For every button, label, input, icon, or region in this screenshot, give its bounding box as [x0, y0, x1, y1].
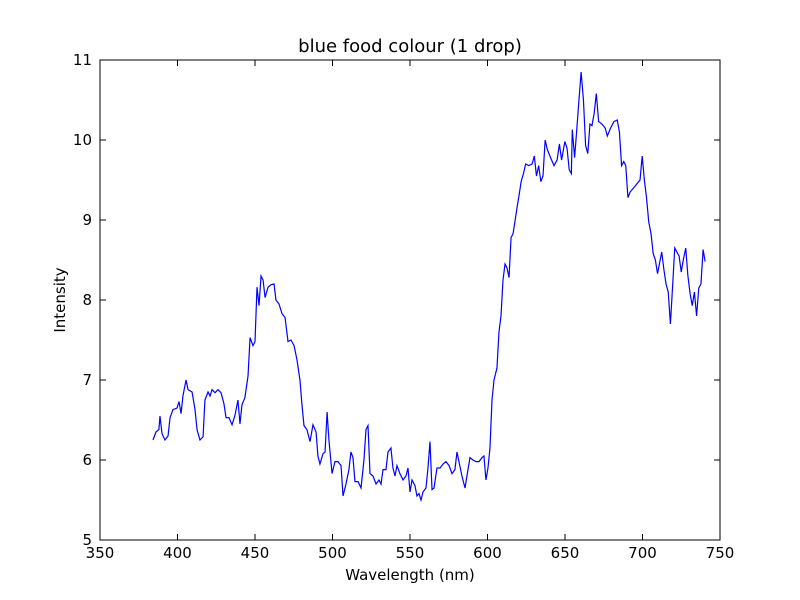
- x-tick-label: 600: [473, 544, 502, 562]
- x-tick-label: 400: [163, 544, 192, 562]
- x-axis-label: Wavelength (nm): [345, 566, 475, 584]
- y-tick-label: 11: [73, 51, 92, 69]
- x-tick-label: 750: [706, 544, 735, 562]
- chart-title: blue food colour (1 drop): [298, 36, 522, 57]
- y-tick-label: 6: [82, 451, 92, 469]
- y-tick-label: 9: [82, 211, 92, 229]
- y-tick-label: 8: [82, 291, 92, 309]
- x-tick-label: 350: [86, 544, 115, 562]
- x-tick-label: 450: [241, 544, 270, 562]
- y-tick-label: 10: [73, 131, 92, 149]
- x-tick-label: 550: [396, 544, 425, 562]
- y-axis-label: Intensity: [51, 267, 69, 332]
- y-tick-label: 7: [82, 371, 92, 389]
- data-line: [152, 71, 706, 503]
- x-tick-label: 500: [318, 544, 347, 562]
- x-tick-label: 650: [551, 544, 580, 562]
- x-tick-label: 700: [628, 544, 657, 562]
- y-tick-label: 5: [82, 531, 92, 549]
